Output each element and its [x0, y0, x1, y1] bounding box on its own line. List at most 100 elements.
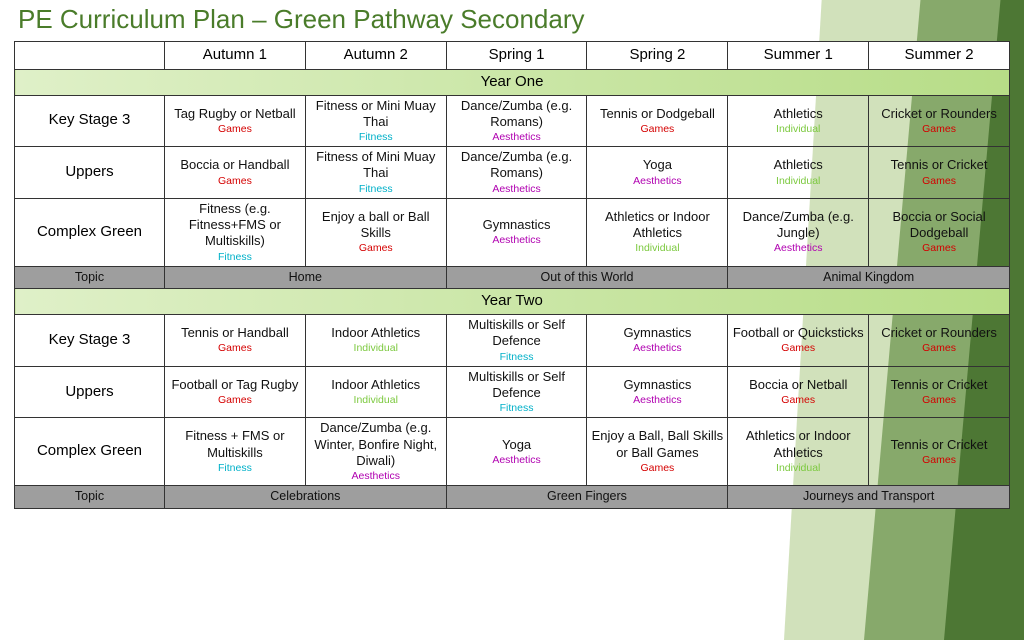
activity-text: Tennis or Dodgeball [591, 106, 723, 122]
activity-cell: Multiskills or Self DefenceFitness [446, 366, 587, 418]
activity-text: Athletics [732, 106, 864, 122]
activity-text: Multiskills or Self Defence [451, 317, 583, 350]
activity-text: Cricket or Rounders [873, 325, 1005, 341]
activity-cell: Tennis or CricketGames [869, 147, 1010, 199]
header-term: Summer 2 [869, 42, 1010, 70]
activity-tag: Fitness [310, 183, 442, 196]
activity-text: Fitness (e.g. Fitness+FMS or Multiskills… [169, 201, 301, 250]
activity-cell: Cricket or RoundersGames [869, 315, 1010, 367]
row-label: Complex Green [15, 198, 165, 266]
activity-text: Dance/Zumba (e.g. Jungle) [732, 209, 864, 242]
activity-tag: Games [873, 342, 1005, 355]
activity-cell: Athletics or Indoor AthleticsIndividual [587, 198, 728, 266]
activity-text: Gymnastics [591, 325, 723, 341]
header-term: Autumn 1 [165, 42, 306, 70]
row-label: Uppers [15, 366, 165, 418]
header-term: Autumn 2 [305, 42, 446, 70]
activity-cell: Dance/Zumba (e.g. Romans)Aesthetics [446, 147, 587, 199]
topic-cell: Green Fingers [446, 486, 728, 509]
header-term: Summer 1 [728, 42, 869, 70]
activity-tag: Aesthetics [310, 470, 442, 483]
activity-tag: Games [732, 342, 864, 355]
activity-tag: Aesthetics [451, 454, 583, 467]
activity-cell: Fitness or Mini Muay ThaiFitness [305, 95, 446, 147]
page-title: PE Curriculum Plan – Green Pathway Secon… [0, 0, 1024, 41]
activity-text: Indoor Athletics [310, 377, 442, 393]
activity-tag: Individual [591, 242, 723, 255]
topic-cell: Out of this World [446, 266, 728, 289]
activity-text: Athletics or Indoor Athletics [732, 428, 864, 461]
activity-text: Cricket or Rounders [873, 106, 1005, 122]
activity-text: Yoga [591, 157, 723, 173]
topic-label: Topic [15, 266, 165, 289]
activity-cell: Tennis or HandballGames [165, 315, 306, 367]
row-label: Uppers [15, 147, 165, 199]
activity-cell: Dance/Zumba (e.g. Romans)Aesthetics [446, 95, 587, 147]
activity-text: Indoor Athletics [310, 325, 442, 341]
activity-cell: Multiskills or Self DefenceFitness [446, 315, 587, 367]
activity-cell: Athletics or Indoor AthleticsIndividual [728, 418, 869, 486]
activity-text: Tag Rugby or Netball [169, 106, 301, 122]
activity-tag: Aesthetics [591, 394, 723, 407]
activity-text: Tennis or Cricket [873, 377, 1005, 393]
activity-cell: Indoor AthleticsIndividual [305, 366, 446, 418]
activity-tag: Fitness [451, 402, 583, 415]
year-band: Year One [15, 69, 1010, 95]
activity-text: Gymnastics [451, 217, 583, 233]
activity-cell: Boccia or HandballGames [165, 147, 306, 199]
activity-cell: Boccia or Social DodgeballGames [869, 198, 1010, 266]
activity-text: Boccia or Netball [732, 377, 864, 393]
activity-text: Dance/Zumba (e.g. Romans) [451, 98, 583, 131]
activity-cell: GymnasticsAesthetics [587, 366, 728, 418]
activity-cell: Football or Tag RugbyGames [165, 366, 306, 418]
activity-text: Tennis or Handball [169, 325, 301, 341]
activity-tag: Aesthetics [732, 242, 864, 255]
year-band: Year Two [15, 289, 1010, 315]
activity-text: Athletics or Indoor Athletics [591, 209, 723, 242]
activity-cell: Boccia or NetballGames [728, 366, 869, 418]
activity-tag: Aesthetics [591, 342, 723, 355]
curriculum-table: Autumn 1Autumn 2Spring 1Spring 2Summer 1… [14, 41, 1010, 509]
row-label: Key Stage 3 [15, 95, 165, 147]
topic-cell: Animal Kingdom [728, 266, 1010, 289]
activity-tag: Games [169, 394, 301, 407]
activity-text: Fitness of Mini Muay Thai [310, 149, 442, 182]
activity-text: Fitness or Mini Muay Thai [310, 98, 442, 131]
activity-tag: Games [169, 175, 301, 188]
topic-label: Topic [15, 486, 165, 509]
activity-text: Athletics [732, 157, 864, 173]
activity-cell: Tag Rugby or NetballGames [165, 95, 306, 147]
activity-text: Dance/Zumba (e.g. Winter, Bonfire Night,… [310, 420, 442, 469]
activity-tag: Fitness [310, 131, 442, 144]
activity-cell: Enjoy a ball or Ball SkillsGames [305, 198, 446, 266]
activity-tag: Fitness [451, 351, 583, 364]
activity-tag: Games [169, 123, 301, 136]
activity-cell: Enjoy a Ball, Ball Skills or Ball GamesG… [587, 418, 728, 486]
activity-tag: Aesthetics [451, 183, 583, 196]
row-label: Key Stage 3 [15, 315, 165, 367]
activity-text: Boccia or Social Dodgeball [873, 209, 1005, 242]
activity-text: Tennis or Cricket [873, 437, 1005, 453]
activity-cell: GymnasticsAesthetics [446, 198, 587, 266]
activity-cell: Yoga Aesthetics [587, 147, 728, 199]
activity-tag: Games [591, 462, 723, 475]
activity-tag: Individual [732, 123, 864, 136]
activity-cell: Tennis or CricketGames [869, 418, 1010, 486]
activity-cell: Fitness + FMS or MultiskillsFitness [165, 418, 306, 486]
activity-tag: Aesthetics [591, 175, 723, 188]
row-label: Complex Green [15, 418, 165, 486]
topic-cell: Home [165, 266, 447, 289]
activity-cell: Tennis or DodgeballGames [587, 95, 728, 147]
activity-tag: Games [873, 394, 1005, 407]
activity-text: Football or Tag Rugby [169, 377, 301, 393]
activity-cell: Tennis or CricketGames [869, 366, 1010, 418]
activity-tag: Individual [732, 462, 864, 475]
topic-cell: Journeys and Transport [728, 486, 1010, 509]
activity-cell: Dance/Zumba (e.g. Jungle)Aesthetics [728, 198, 869, 266]
activity-tag: Aesthetics [451, 131, 583, 144]
activity-cell: Fitness of Mini Muay ThaiFitness [305, 147, 446, 199]
activity-cell: Dance/Zumba (e.g. Winter, Bonfire Night,… [305, 418, 446, 486]
header-blank [15, 42, 165, 70]
activity-tag: Games [169, 342, 301, 355]
activity-text: Fitness + FMS or Multiskills [169, 428, 301, 461]
